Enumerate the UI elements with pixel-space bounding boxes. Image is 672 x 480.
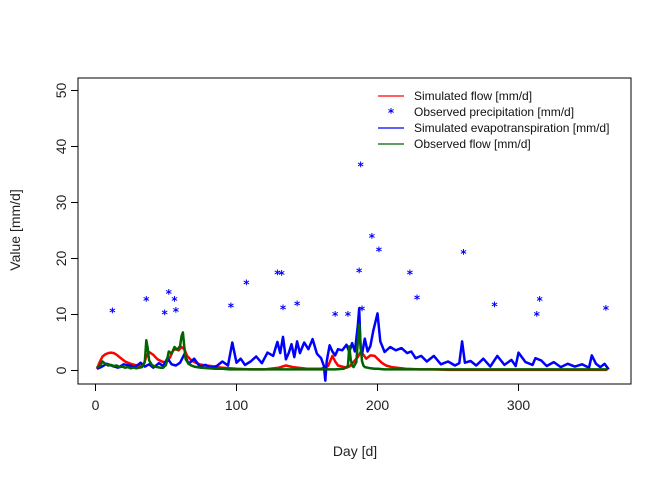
- precip-point-20: *: [414, 292, 421, 306]
- legend-entry-0: Simulated flow [mm/d]: [414, 89, 532, 103]
- x-tick-label-2: 200: [366, 397, 390, 413]
- x-tick-label-1: 100: [225, 397, 249, 413]
- precip-point-3: *: [166, 287, 173, 301]
- precip-point-19: *: [407, 268, 414, 282]
- legend-swatch-1: *: [388, 106, 395, 120]
- precip-point-8: *: [274, 268, 281, 282]
- plot-content: **** ** ***** ** *************: [95, 160, 610, 382]
- precip-point-2: *: [161, 307, 168, 321]
- precip-point-16: *: [359, 304, 366, 318]
- series-line-3: [96, 323, 608, 371]
- precip-point-14: *: [356, 265, 363, 279]
- x-tick-label-0: 0: [92, 397, 100, 413]
- y-axis-title: Value [mm/d]: [7, 189, 23, 270]
- axes: 0 100 200 300 0 10 20 30 40 50: [53, 77, 632, 413]
- precip-point-13: *: [345, 309, 352, 323]
- precip-point-7: *: [243, 278, 250, 292]
- precip-point-15: *: [357, 160, 364, 174]
- precip-point-0: *: [109, 306, 116, 320]
- y-tick-label-0: 0: [53, 366, 69, 374]
- y-tick-label-1: 10: [53, 307, 69, 323]
- x-tick-label-3: 300: [507, 397, 531, 413]
- precip-point-24: *: [536, 294, 543, 308]
- y-tick-label-3: 30: [53, 195, 69, 211]
- y-tick-label-2: 20: [53, 251, 69, 267]
- precip-point-12: *: [332, 309, 339, 323]
- precip-point-4: *: [171, 294, 178, 308]
- precip-point-9: *: [278, 268, 285, 282]
- y-tick-label-5: 50: [53, 83, 69, 99]
- legend: Simulated flow [mm/d] * Observed precipita…: [378, 89, 609, 151]
- precip-point-25: *: [603, 303, 610, 317]
- legend-entry-1: Observed precipitation [mm/d]: [414, 105, 574, 119]
- precip-point-11: *: [294, 298, 301, 312]
- precip-point-1: *: [143, 294, 150, 308]
- precip-point-5: *: [173, 305, 180, 319]
- y-tick-label-4: 40: [53, 139, 69, 155]
- precip-point-18: *: [376, 245, 383, 259]
- legend-entry-2: Simulated evapotranspiration [mm/d]: [414, 121, 609, 135]
- precip-point-21: *: [460, 247, 467, 261]
- precip-point-22: *: [491, 300, 498, 314]
- precip-point-17: *: [369, 231, 376, 245]
- legend-entry-3: Observed flow [mm/d]: [414, 137, 531, 151]
- precip-point-23: *: [534, 309, 541, 323]
- precip-point-10: *: [280, 302, 287, 316]
- precip-point-6: *: [228, 301, 235, 315]
- x-axis-title: Day [d]: [333, 443, 377, 459]
